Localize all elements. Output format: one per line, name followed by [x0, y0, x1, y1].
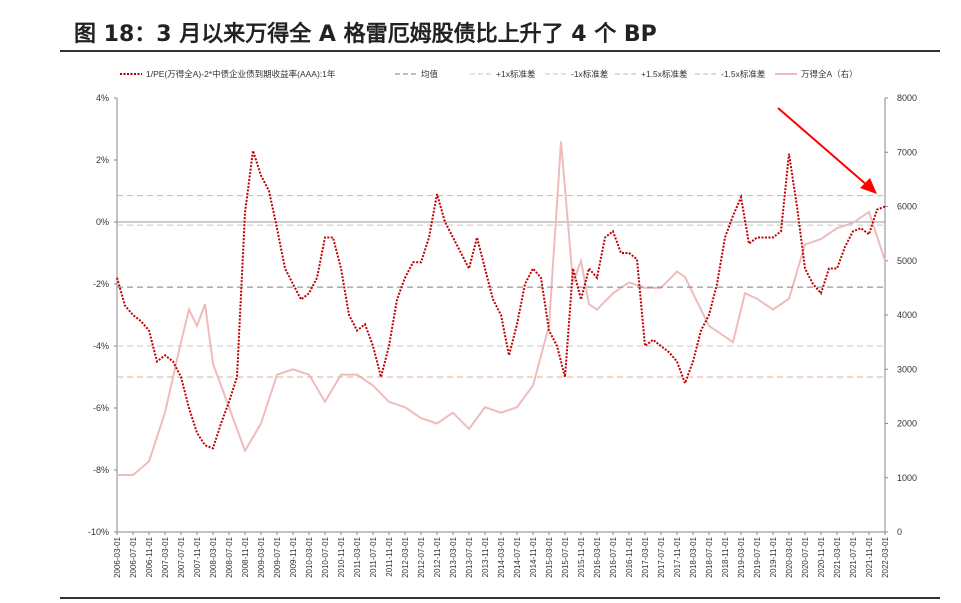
x-tick-label: 2008-03-01 [209, 536, 218, 577]
left-tick-label: -4% [93, 341, 109, 351]
right-tick-label: 7000 [897, 147, 917, 157]
x-tick-label: 2010-11-01 [337, 536, 346, 577]
legend-label: -1.5x标准差 [721, 69, 765, 79]
annotation-arrow-shaft [777, 107, 869, 187]
x-tick-label: 2016-11-01 [625, 536, 634, 577]
x-tick-label: 2013-07-01 [465, 536, 474, 577]
legend-label: +1.5x标准差 [641, 69, 688, 79]
right-tick-label: 4000 [897, 310, 917, 320]
x-tick-label: 2010-07-01 [321, 536, 330, 577]
x-tick-label: 2008-07-01 [225, 536, 234, 577]
x-tick-label: 2018-11-01 [721, 536, 730, 577]
x-tick-label: 2021-11-01 [865, 536, 874, 577]
x-tick-label: 2015-03-01 [545, 536, 554, 577]
x-tick-label: 2007-11-01 [193, 536, 202, 577]
x-tick-label: 2020-03-01 [785, 536, 794, 577]
x-tick-label: 2017-07-01 [657, 536, 666, 577]
x-tick-label: 2007-07-01 [177, 536, 186, 577]
right-tick-label: 3000 [897, 364, 917, 374]
x-tick-label: 2021-07-01 [849, 536, 858, 577]
legend-label: +1x标准差 [496, 69, 535, 79]
x-tick-label: 2015-07-01 [561, 536, 570, 577]
x-tick-label: 2015-11-01 [577, 536, 586, 577]
annotation-arrowhead [860, 178, 877, 194]
x-tick-label: 2012-11-01 [433, 536, 442, 577]
x-tick-label: 2006-11-01 [145, 536, 154, 577]
right-tick-label: 6000 [897, 202, 917, 212]
x-tick-label: 2014-07-01 [513, 536, 522, 577]
legend-label: 均值 [421, 69, 439, 79]
x-tick-label: 2011-11-01 [385, 536, 394, 576]
title-divider [60, 50, 940, 52]
x-tick-label: 2006-03-01 [113, 536, 122, 577]
figure-title: 图 18：3 月以来万得全 A 格雷厄姆股债比上升了 4 个 BP [74, 22, 657, 47]
x-tick-label: 2013-11-01 [481, 536, 490, 577]
right-tick-label: 5000 [897, 256, 917, 266]
x-tick-label: 2017-11-01 [673, 536, 682, 577]
x-tick-label: 2018-07-01 [705, 536, 714, 577]
index-series-line [117, 141, 886, 477]
x-tick-label: 2012-07-01 [417, 536, 426, 577]
x-tick-label: 2014-11-01 [529, 536, 538, 577]
x-tick-label: 2016-07-01 [609, 536, 618, 577]
x-tick-label: 2011-03-01 [353, 536, 362, 577]
x-tick-label: 2016-03-01 [593, 536, 602, 577]
x-tick-label: 2019-07-01 [753, 536, 762, 577]
left-tick-label: -10% [88, 527, 109, 537]
x-tick-label: 2008-11-01 [241, 536, 250, 577]
x-tick-label: 2014-03-01 [497, 536, 506, 577]
x-tick-label: 2007-03-01 [161, 536, 170, 577]
right-tick-label: 0 [897, 527, 902, 537]
right-tick-label: 8000 [897, 93, 917, 103]
x-tick-label: 2010-03-01 [305, 536, 314, 577]
x-tick-label: 2019-03-01 [737, 536, 746, 577]
x-tick-label: 2019-11-01 [769, 536, 778, 577]
bottom-divider [60, 597, 940, 599]
left-tick-label: -8% [93, 465, 109, 475]
x-tick-label: 2011-07-01 [369, 536, 378, 577]
x-tick-label: 2017-03-01 [641, 536, 650, 577]
right-tick-label: 1000 [897, 473, 917, 483]
x-tick-label: 2020-11-01 [817, 536, 826, 577]
x-tick-label: 2018-03-01 [689, 536, 698, 577]
left-tick-label: -2% [93, 279, 109, 289]
left-tick-label: 0% [96, 217, 109, 227]
x-tick-label: 2013-03-01 [449, 536, 458, 577]
x-tick-label: 2022-03-01 [881, 536, 890, 577]
x-tick-label: 2009-11-01 [289, 536, 298, 577]
x-tick-label: 2020-07-01 [801, 536, 810, 577]
right-tick-label: 2000 [897, 419, 917, 429]
left-tick-label: 2% [96, 155, 109, 165]
x-tick-label: 2009-07-01 [273, 536, 282, 577]
legend-label: -1x标准差 [571, 69, 608, 79]
x-tick-label: 2009-03-01 [257, 536, 266, 577]
x-tick-label: 2006-07-01 [129, 536, 138, 577]
legend-label: 万得全A（右） [801, 69, 858, 79]
left-tick-label: 4% [96, 93, 109, 103]
x-tick-label: 2012-03-01 [401, 536, 410, 577]
left-tick-label: -6% [93, 403, 109, 413]
x-tick-label: 2021-03-01 [833, 536, 842, 577]
legend-label: 1/PE(万得全A)-2*中债企业债到期收益率(AAA):1年 [146, 69, 336, 79]
spread-series-line [116, 150, 886, 450]
